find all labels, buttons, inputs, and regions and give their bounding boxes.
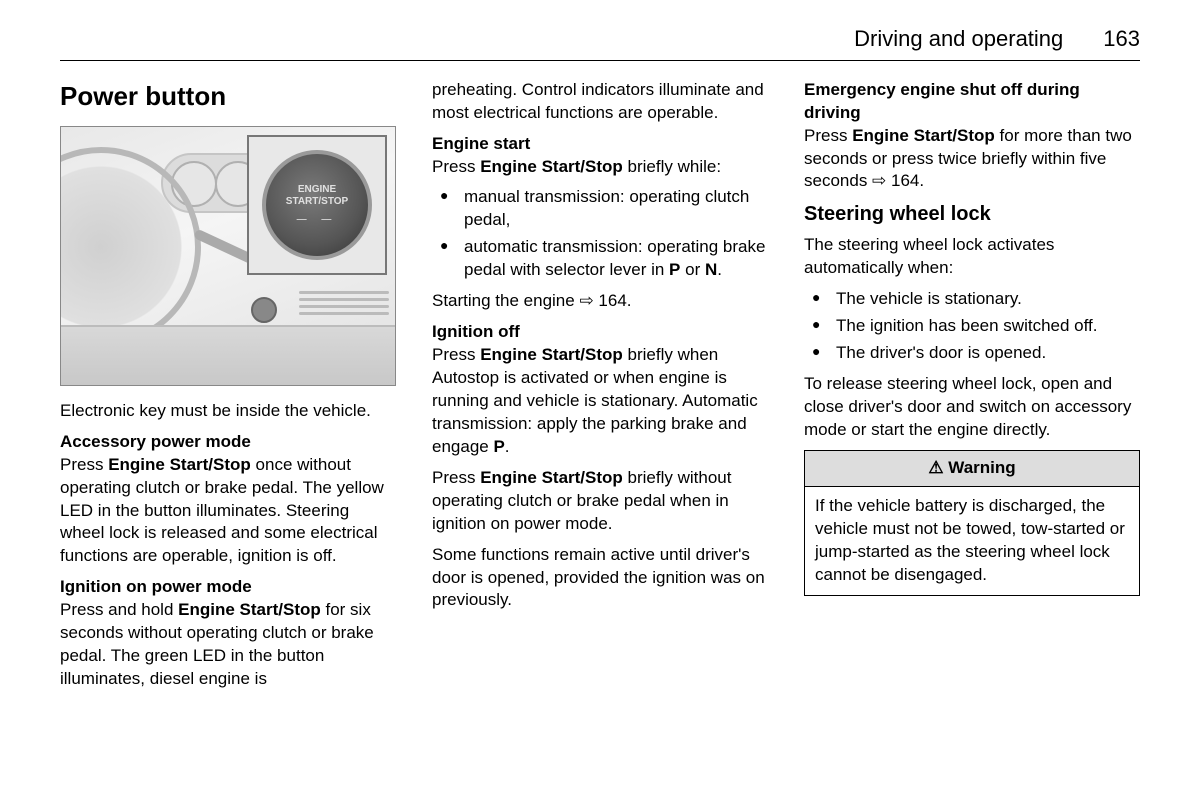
column-2: preheating. Control indicators illuminat… [432, 79, 768, 699]
steering-lock-list: The vehicle is stationary. The ignition … [804, 288, 1140, 365]
ignition-on-pre: Press and hold [60, 600, 178, 619]
ignition-off-para2: Press Engine Start/Stop briefly without … [432, 467, 768, 536]
li2-post: . [717, 260, 722, 279]
ignition-on-head: Ignition on power mode [60, 577, 252, 596]
dashboard-illustration: ENGINE START/STOP — — [60, 126, 396, 386]
ignoff-p2-pre: Press [432, 468, 480, 487]
engine-start-bold: Engine Start/Stop [480, 157, 623, 176]
list-item-ignition-off: The ignition has been switched off. [804, 315, 1140, 338]
steering-intro: The steering wheel lock activates automa… [804, 234, 1140, 280]
vent-graphic [299, 287, 389, 327]
dash-button-graphic [251, 297, 277, 323]
start-button-inset: ENGINE START/STOP — — [247, 135, 387, 275]
column-1: Power button ENGINE START/STOP — — [60, 79, 396, 699]
engine-start-pre: Press [432, 157, 480, 176]
ignition-on-para: Ignition on power mode Press and hold En… [60, 576, 396, 691]
ignition-off-para1: Ignition off Press Engine Start/Stop bri… [432, 321, 768, 459]
page-number: 163 [1103, 24, 1140, 54]
list-item-door-opened: The driver's door is opened. [804, 342, 1140, 365]
ignition-on-continuation: preheating. Control indicators illuminat… [432, 79, 768, 125]
ignoff-p2-bold: Engine Start/Stop [480, 468, 623, 487]
content-columns: Power button ENGINE START/STOP — — [60, 79, 1140, 699]
engine-start-head: Engine start [432, 134, 530, 153]
engine-start-para: Engine start Press Engine Start/Stop bri… [432, 133, 768, 179]
engine-start-stop-button-graphic: ENGINE START/STOP — — [262, 150, 372, 260]
warning-heading: ⚠ Warning [805, 451, 1139, 487]
emergency-bold: Engine Start/Stop [852, 126, 995, 145]
engine-start-post: briefly while: [623, 157, 721, 176]
ignoff-p1-bold: Engine Start/Stop [480, 345, 623, 364]
list-item-stationary: The vehicle is stationary. [804, 288, 1140, 311]
electronic-key-note: Electronic key must be inside the vehicl… [60, 400, 396, 423]
column-3: Emergency engine shut off during driving… [804, 79, 1140, 699]
ignition-off-para3: Some functions remain active until drive… [432, 544, 768, 613]
starting-engine-ref: Starting the engine ⇨ 164. [432, 290, 768, 313]
ess-label-line2: START/STOP [286, 196, 348, 208]
accessory-power-mode-para: Accessory power mode Press Engine Start/… [60, 431, 396, 569]
ignoff-p1-pre: Press [432, 345, 480, 364]
heading-steering-lock: Steering wheel lock [804, 201, 1140, 228]
ignoff-p1-b2: P [493, 437, 504, 456]
lower-panel-graphic [61, 325, 395, 385]
list-item-manual: manual transmission: operating clutch pe… [432, 186, 768, 232]
engine-start-list: manual transmission: operating clutch pe… [432, 186, 768, 282]
ignoff-p1-end: . [505, 437, 510, 456]
ignition-off-head: Ignition off [432, 322, 520, 341]
warning-box: ⚠ Warning If the vehicle battery is disc… [804, 450, 1140, 596]
warning-body: If the vehicle battery is discharged, th… [805, 487, 1139, 595]
accessory-head: Accessory power mode [60, 432, 251, 451]
section-title: Driving and operating [854, 24, 1063, 54]
ess-indicator-dashes: — — [297, 214, 338, 226]
page-header: Driving and operating 163 [60, 24, 1140, 61]
list-item-automatic: automatic transmission: operating brake … [432, 236, 768, 282]
emergency-shutoff-para: Emergency engine shut off during driving… [804, 79, 1140, 194]
ess-label-line1: ENGINE [298, 184, 336, 196]
emergency-head: Emergency engine shut off during driving [804, 80, 1080, 122]
steering-release: To release steering wheel lock, open and… [804, 373, 1140, 442]
heading-power-button: Power button [60, 79, 396, 114]
li2-b1: P [669, 260, 680, 279]
ignition-on-bold: Engine Start/Stop [178, 600, 321, 619]
accessory-pre: Press [60, 455, 108, 474]
accessory-bold: Engine Start/Stop [108, 455, 251, 474]
li2-b2: N [705, 260, 717, 279]
li2-mid: or [680, 260, 705, 279]
emergency-pre: Press [804, 126, 852, 145]
